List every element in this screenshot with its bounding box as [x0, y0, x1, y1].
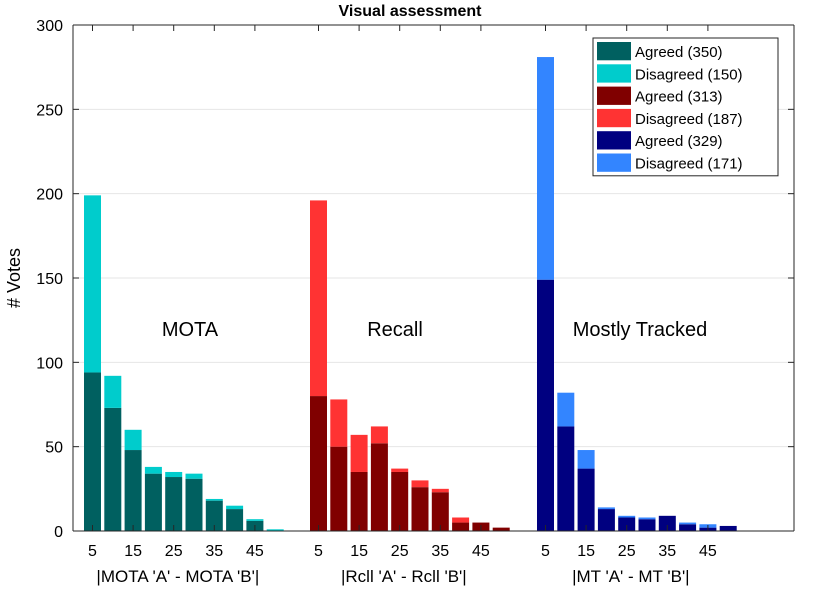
- legend-label: Disagreed (171): [635, 156, 743, 173]
- legend-label: Agreed (313): [635, 89, 723, 106]
- bar-mota-agreed: [84, 372, 101, 531]
- bar-mostly-tracked-agreed: [638, 519, 656, 531]
- bar-recall-disagreed: [391, 468, 409, 472]
- x-tick-label: 25: [391, 543, 409, 560]
- bar-mostly-tracked-disagreed: [557, 392, 575, 427]
- x-tick-label: 15: [124, 543, 142, 560]
- legend-swatch: [597, 108, 631, 128]
- x-tick-label: 45: [472, 543, 490, 560]
- bar-mostly-tracked-agreed: [719, 525, 737, 531]
- bar-mostly-tracked-agreed: [679, 524, 697, 531]
- y-tick-label: 50: [45, 440, 63, 457]
- legend-label: Agreed (329): [635, 133, 723, 150]
- bar-recall-agreed: [370, 443, 388, 531]
- bar-mota-disagreed: [104, 375, 122, 408]
- legend-swatch: [597, 153, 631, 172]
- bar-recall-disagreed: [452, 517, 470, 523]
- group-label: MOTA: [162, 319, 219, 341]
- chart-title: Visual assessment: [339, 3, 483, 20]
- bar-mostly-tracked-disagreed: [679, 522, 697, 525]
- x-tick-label: 5: [541, 543, 550, 560]
- bar-recall-agreed: [411, 487, 429, 531]
- bar-recall-disagreed: [411, 480, 429, 488]
- x-tick-label: 35: [658, 543, 676, 560]
- bar-mostly-tracked-agreed: [618, 517, 636, 531]
- y-tick-label: 150: [36, 271, 63, 288]
- bar-mostly-tracked-disagreed: [577, 450, 595, 469]
- group-xlabel: |MOTA 'A' - MOTA 'B'|: [96, 567, 259, 586]
- bar-mostly-tracked-disagreed: [638, 517, 656, 520]
- legend: Agreed (350) Disagreed (150) Agreed (313) D…: [592, 37, 779, 177]
- x-tick-label: 45: [699, 543, 717, 560]
- bar-recall-agreed: [350, 471, 368, 531]
- bar-mostly-tracked-agreed: [537, 279, 554, 531]
- bar-mostly-tracked-agreed: [597, 509, 615, 531]
- bar-recall-disagreed: [431, 488, 449, 493]
- y-tick-label: 250: [36, 102, 63, 119]
- x-tick-label: 35: [431, 543, 449, 560]
- group-label: Mostly Tracked: [573, 319, 707, 341]
- bar-mota-disagreed: [124, 429, 142, 451]
- bar-recall-disagreed: [310, 200, 327, 397]
- bars: [84, 57, 737, 531]
- legend-box: [592, 37, 779, 177]
- bar-mostly-tracked-disagreed: [597, 507, 615, 510]
- bar-mota-disagreed: [84, 195, 101, 373]
- bar-mota-disagreed: [205, 498, 223, 501]
- bar-mota-disagreed: [165, 471, 183, 478]
- bar-mota-agreed: [205, 500, 223, 531]
- x-tick-label: 25: [165, 543, 183, 560]
- axes: [72, 24, 795, 532]
- bar-mota-agreed: [226, 509, 244, 531]
- x-tick-label: 25: [618, 543, 636, 560]
- bar-recall-agreed: [391, 471, 409, 531]
- y-tick-label: 300: [36, 18, 63, 35]
- y-tick-label: 0: [54, 524, 63, 541]
- x-tick-label: 5: [88, 543, 97, 560]
- bar-recall-agreed: [492, 527, 510, 531]
- legend-label: Agreed (350): [635, 44, 723, 61]
- bar-mota-disagreed: [144, 466, 162, 474]
- bar-mota-agreed: [144, 473, 162, 531]
- group-xlabel: |MT 'A' - MT 'B'|: [572, 567, 690, 586]
- legend-swatch: [597, 86, 631, 105]
- bar-recall-agreed: [431, 492, 449, 531]
- bar-mota-disagreed: [266, 529, 284, 531]
- legend-label: Disagreed (150): [635, 66, 743, 83]
- x-tick-label: 45: [246, 543, 264, 560]
- bar-mota-agreed: [185, 478, 203, 531]
- x-tick-label: 5: [314, 543, 323, 560]
- bar-mostly-tracked-disagreed: [618, 515, 636, 518]
- bar-mota-agreed: [104, 407, 122, 531]
- bar-mostly-tracked-agreed: [557, 426, 575, 531]
- bar-recall-disagreed: [330, 399, 348, 447]
- bar-recall-agreed: [330, 446, 348, 531]
- bar-mota-agreed: [165, 477, 183, 531]
- group-label: Recall: [367, 319, 423, 341]
- bar-mostly-tracked-agreed: [577, 468, 595, 531]
- x-tick-label: 15: [577, 543, 595, 560]
- y-tick-label: 200: [36, 187, 63, 204]
- x-tick-label: 15: [350, 543, 368, 560]
- legend-swatch: [597, 131, 631, 150]
- legend-swatch: [597, 42, 631, 61]
- y-axis-label: # Votes: [4, 248, 24, 308]
- bar-mota-disagreed: [246, 519, 264, 521]
- legend-label: Disagreed (187): [635, 111, 743, 128]
- legend-swatch: [597, 64, 631, 83]
- x-tick-label: 35: [205, 543, 223, 560]
- bar-mota-disagreed: [226, 505, 244, 510]
- y-tick-label: 100: [36, 355, 63, 372]
- bar-mota-agreed: [124, 450, 142, 531]
- labels: MOTA 5 15 25 35 45 |MOTA 'A' - MOTA 'B'| Recall…: [36, 18, 717, 586]
- bar-recall-agreed: [452, 522, 470, 531]
- group-xlabel: |Rcll 'A' - Rcll 'B'|: [341, 567, 467, 586]
- bar-recall-agreed: [310, 396, 327, 531]
- bar-mostly-tracked-agreed: [658, 515, 676, 531]
- bar-mota-disagreed: [185, 473, 203, 479]
- bar-recall-disagreed: [350, 434, 368, 472]
- bar-mostly-tracked-disagreed: [537, 57, 554, 280]
- bar-recall-disagreed: [370, 426, 388, 444]
